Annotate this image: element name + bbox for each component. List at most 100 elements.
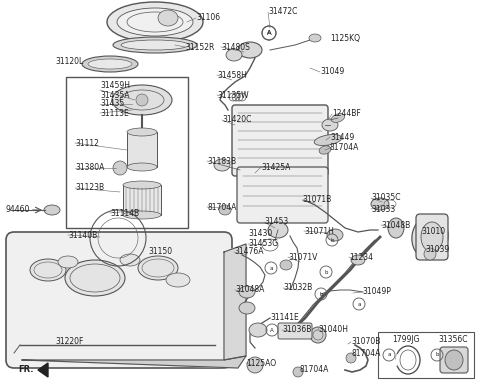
Text: 31113E: 31113E: [100, 109, 129, 118]
Text: 31112: 31112: [75, 139, 99, 147]
Ellipse shape: [309, 34, 321, 42]
Polygon shape: [224, 244, 246, 360]
Ellipse shape: [314, 135, 342, 146]
Ellipse shape: [138, 256, 178, 280]
Text: 31430: 31430: [248, 229, 272, 237]
Text: 31048B: 31048B: [381, 220, 410, 229]
Text: 31010: 31010: [421, 227, 445, 237]
Text: 11234: 11234: [349, 253, 373, 262]
Ellipse shape: [214, 159, 230, 171]
Text: A: A: [267, 31, 271, 35]
Text: b: b: [324, 270, 328, 274]
Ellipse shape: [123, 181, 161, 189]
Ellipse shape: [322, 119, 338, 131]
Text: 31480S: 31480S: [221, 43, 250, 52]
Text: 31435A: 31435A: [100, 90, 130, 99]
Text: 31140B: 31140B: [68, 230, 97, 239]
FancyBboxPatch shape: [416, 214, 448, 260]
Ellipse shape: [127, 163, 157, 171]
Ellipse shape: [112, 85, 172, 115]
Text: b: b: [330, 237, 334, 242]
Ellipse shape: [88, 59, 132, 69]
Ellipse shape: [293, 367, 303, 377]
Text: 94460: 94460: [5, 206, 29, 215]
Text: 31453: 31453: [264, 218, 288, 227]
Ellipse shape: [310, 327, 326, 343]
Text: 31356C: 31356C: [438, 336, 468, 345]
Text: 31152R: 31152R: [185, 43, 215, 52]
Ellipse shape: [121, 40, 189, 50]
Ellipse shape: [136, 94, 148, 106]
Text: 31048A: 31048A: [235, 286, 264, 294]
Text: 31420C: 31420C: [222, 116, 252, 125]
Text: 31435: 31435: [100, 99, 124, 109]
Text: 81704A: 81704A: [351, 350, 380, 359]
Text: 1244BF: 1244BF: [332, 109, 361, 118]
Text: 31033: 31033: [371, 204, 395, 213]
Polygon shape: [22, 356, 246, 368]
Text: 31071V: 31071V: [288, 253, 317, 262]
Ellipse shape: [417, 221, 443, 253]
Bar: [378, 332, 474, 378]
Text: 31071B: 31071B: [302, 196, 331, 204]
FancyBboxPatch shape: [440, 347, 468, 373]
Ellipse shape: [280, 260, 292, 270]
Text: 31220F: 31220F: [55, 336, 84, 345]
Ellipse shape: [113, 37, 197, 53]
Text: a: a: [357, 301, 361, 307]
Text: 81704A: 81704A: [207, 203, 236, 211]
Text: a: a: [269, 265, 273, 270]
Bar: [123, 185, 161, 215]
Ellipse shape: [65, 260, 125, 296]
Text: 31150: 31150: [148, 248, 172, 256]
Text: 31123B: 31123B: [75, 184, 104, 192]
Text: 31183B: 31183B: [207, 156, 236, 166]
Ellipse shape: [445, 350, 463, 370]
Text: 31035C: 31035C: [371, 194, 400, 203]
Ellipse shape: [58, 256, 78, 268]
Ellipse shape: [82, 56, 138, 72]
Ellipse shape: [127, 128, 157, 136]
Ellipse shape: [331, 114, 345, 123]
Ellipse shape: [327, 229, 343, 241]
Ellipse shape: [219, 205, 231, 215]
Ellipse shape: [424, 248, 436, 260]
Ellipse shape: [120, 254, 140, 266]
Text: 31032B: 31032B: [283, 284, 312, 293]
Text: 31141E: 31141E: [270, 312, 299, 322]
Polygon shape: [38, 363, 48, 377]
Ellipse shape: [268, 222, 288, 238]
Text: 31458H: 31458H: [217, 71, 247, 80]
Text: FR.: FR.: [18, 365, 34, 374]
Ellipse shape: [319, 146, 331, 154]
Ellipse shape: [107, 2, 203, 42]
Ellipse shape: [238, 42, 262, 58]
Ellipse shape: [158, 10, 178, 26]
Text: 31049P: 31049P: [362, 288, 391, 296]
Text: 31449: 31449: [330, 132, 354, 142]
Text: 31476A: 31476A: [234, 248, 264, 256]
Text: 31114B: 31114B: [110, 208, 139, 218]
Text: 31459H: 31459H: [100, 81, 130, 90]
Ellipse shape: [371, 198, 389, 210]
Text: 31425A: 31425A: [261, 163, 290, 171]
Ellipse shape: [239, 302, 255, 314]
FancyBboxPatch shape: [232, 105, 328, 176]
Text: 1125KQ: 1125KQ: [330, 33, 360, 43]
Text: 81704A: 81704A: [299, 365, 328, 374]
Ellipse shape: [30, 259, 66, 281]
Text: 31071H: 31071H: [304, 227, 334, 236]
Ellipse shape: [44, 205, 60, 215]
Ellipse shape: [412, 215, 448, 259]
Bar: [127, 132, 157, 167]
Text: a: a: [387, 353, 391, 357]
Ellipse shape: [239, 286, 255, 298]
Text: 81704A: 81704A: [330, 144, 360, 152]
Text: 31039: 31039: [425, 244, 449, 253]
Ellipse shape: [226, 49, 242, 61]
Text: 31040H: 31040H: [318, 324, 348, 334]
Ellipse shape: [117, 8, 193, 36]
Text: 31036B: 31036B: [282, 326, 312, 334]
Text: b: b: [435, 353, 439, 357]
Text: A: A: [266, 30, 271, 36]
